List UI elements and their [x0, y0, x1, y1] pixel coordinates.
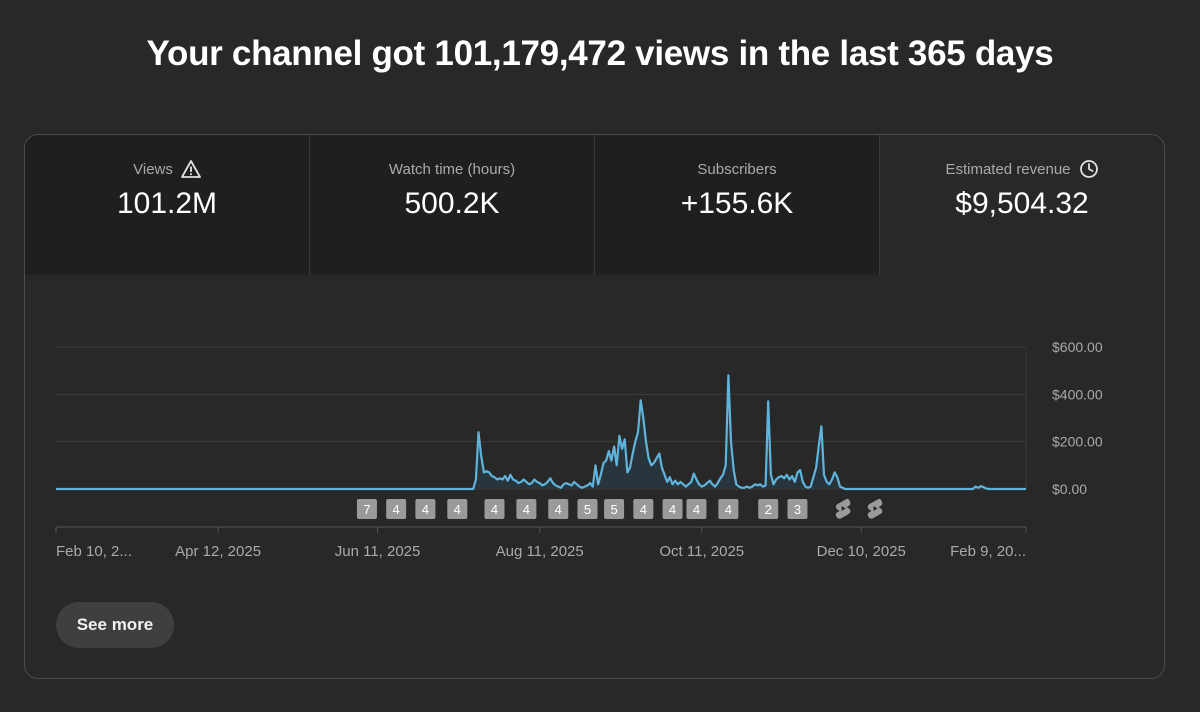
- content-marker-count: 4: [454, 502, 461, 517]
- content-marker-count: 4: [725, 502, 732, 517]
- content-marker: [356, 499, 377, 519]
- x-tick-label: Jun 11, 2025: [335, 543, 421, 560]
- x-tick-label: Dec 10, 2025: [817, 543, 906, 560]
- content-marker-count: 4: [693, 502, 700, 517]
- content-marker: [386, 499, 407, 519]
- content-marker-count: 5: [610, 502, 617, 517]
- content-marker-count: 4: [555, 502, 562, 517]
- content-marker-count: 4: [669, 502, 676, 517]
- tab-subscribers-value: +155.6K: [680, 187, 794, 220]
- x-tick-label: Feb 10, 2...: [56, 543, 132, 560]
- analytics-card: Views 101.2M Watch time (hours) 500.2K S…: [24, 134, 1165, 679]
- content-marker-count: 2: [765, 502, 772, 517]
- revenue-chart-svg: $0.00 $200.00 $400.00 $600.00 Feb 10, 2... Ap…: [55, 339, 1103, 560]
- content-marker: [604, 499, 625, 519]
- y-tick-label: $200.00: [1052, 434, 1103, 450]
- content-marker: [516, 499, 537, 519]
- content-marker: [662, 499, 683, 519]
- y-tick-label: $600.00: [1052, 339, 1103, 355]
- clock-icon: [1079, 159, 1099, 179]
- tab-views-value: 101.2M: [116, 187, 218, 220]
- content-marker: [447, 499, 468, 519]
- content-marker: [718, 499, 739, 519]
- see-more-button[interactable]: See more: [56, 602, 174, 648]
- tab-watch-time-value: 500.2K: [404, 187, 500, 220]
- tab-views-label: Views: [133, 160, 173, 178]
- content-marker-count: 4: [491, 502, 498, 517]
- tab-views[interactable]: Views 101.2M: [25, 135, 310, 275]
- tab-estimated-revenue[interactable]: Estimated revenue $9,504.32: [880, 135, 1164, 275]
- y-tick-label: $400.00: [1052, 386, 1103, 402]
- content-marker-count: 4: [393, 502, 400, 517]
- page-title: Your channel got 101,179,472 views in th…: [146, 34, 1054, 73]
- tab-estimated-revenue-value: $9,504.32: [955, 187, 1089, 220]
- content-marker-count: 4: [523, 502, 530, 517]
- content-marker-count: 4: [422, 502, 429, 517]
- content-marker: [577, 499, 598, 519]
- shorts-icon: [867, 498, 883, 519]
- revenue-chart: $0.00 $200.00 $400.00 $600.00 Feb 10, 2... Ap…: [25, 275, 1164, 605]
- content-marker-count: 7: [363, 502, 370, 517]
- content-marker-count: 3: [794, 502, 801, 517]
- warning-icon: [180, 159, 201, 179]
- content-marker: [758, 499, 779, 519]
- content-marker: [787, 499, 808, 519]
- tab-subscribers-label: Subscribers: [697, 160, 777, 178]
- x-tick-label: Feb 9, 20...: [950, 543, 1026, 560]
- content-marker: [686, 499, 707, 519]
- tab-watch-time[interactable]: Watch time (hours) 500.2K: [310, 135, 595, 275]
- content-marker-count: 5: [584, 502, 591, 517]
- tab-watch-time-label: Watch time (hours): [388, 160, 516, 178]
- content-marker: [415, 499, 436, 519]
- y-tick-label: $0.00: [1052, 481, 1087, 497]
- x-tick-label: Oct 11, 2025: [659, 543, 744, 560]
- tab-subscribers[interactable]: Subscribers +155.6K: [595, 135, 880, 275]
- content-marker: [548, 499, 569, 519]
- content-marker: [484, 499, 505, 519]
- x-tick-label: Aug 11, 2025: [496, 543, 584, 560]
- series-area: [56, 375, 1026, 489]
- shorts-icon: [835, 498, 851, 519]
- content-marker: [633, 499, 654, 519]
- content-marker-count: 4: [640, 502, 647, 517]
- series-line: [56, 374, 1026, 491]
- metric-tabs: Views 101.2M Watch time (hours) 500.2K S…: [25, 135, 1164, 275]
- tab-estimated-revenue-label: Estimated revenue: [945, 160, 1071, 178]
- x-tick-label: Apr 12, 2025: [175, 543, 261, 560]
